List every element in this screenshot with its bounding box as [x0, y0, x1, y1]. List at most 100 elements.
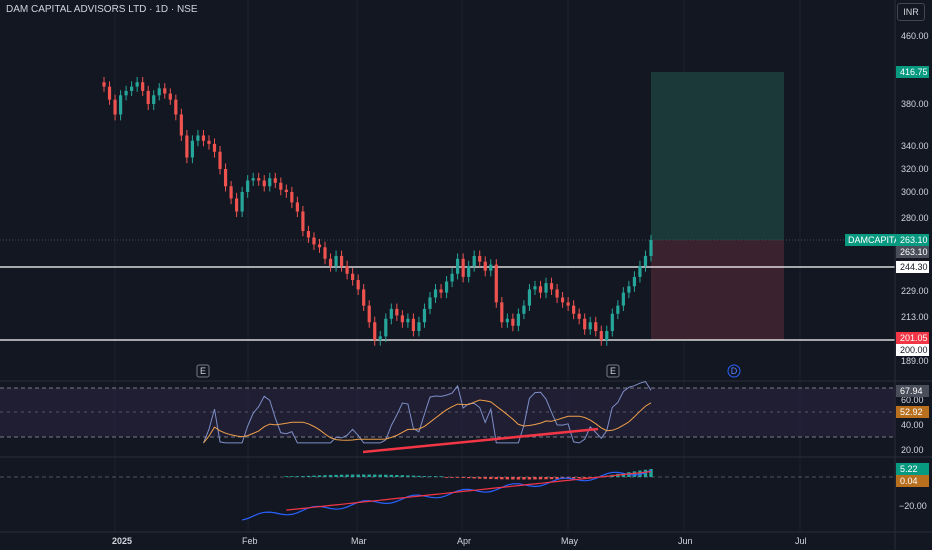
rsi-value-label: 67.94 [900, 386, 923, 396]
macd-histogram-bar [339, 474, 344, 477]
symbol-title[interactable]: DAM CAPITAL ADVISORS LTD · 1D · NSE [6, 4, 198, 15]
candle-body [168, 93, 172, 100]
macd-tick: −20.00 [899, 501, 927, 511]
price-tick: 380.00 [901, 99, 929, 109]
macd-histogram-bar [334, 474, 338, 477]
macd-histogram-bar [378, 474, 382, 477]
candle-body [373, 322, 377, 340]
macd-histogram-bar [511, 477, 515, 480]
macd-histogram-bar [306, 475, 311, 477]
candle-body [107, 86, 112, 100]
candle-body [207, 140, 211, 144]
macd-histogram-bar [571, 477, 576, 479]
support-tag [896, 344, 929, 356]
macd-histogram-bar [395, 475, 399, 477]
macd-histogram-bar [643, 469, 648, 477]
price-axis[interactable]: 460.00 380.00 340.00 320.00 300.00 280.0… [901, 31, 929, 366]
macd-hist-tag [896, 463, 929, 475]
candle-body [527, 289, 532, 306]
macd-histogram-bar [582, 477, 587, 478]
candle-body [334, 255, 338, 266]
macd-histogram-bar [649, 468, 653, 477]
candle-body [544, 283, 548, 293]
macd-histogram-bar [350, 474, 355, 477]
candle-body [538, 286, 543, 293]
time-label: Mar [351, 536, 367, 546]
candle-body [179, 114, 183, 136]
time-axis[interactable]: 2025 Feb Mar Apr May Jun Jul [112, 536, 807, 546]
rsi-ma-label: 52.92 [900, 407, 923, 417]
candle-body [489, 264, 493, 271]
earnings-marker-1[interactable]: E [196, 364, 210, 378]
candle-body [500, 302, 504, 323]
macd-histogram-bar [632, 471, 637, 477]
earnings-marker-2[interactable]: E [606, 364, 620, 378]
candle-body [185, 135, 189, 158]
candle-body [235, 198, 239, 212]
target-price-label: 416.75 [900, 67, 928, 77]
candle-body [257, 178, 261, 181]
macd-histogram-bar [389, 474, 394, 477]
candle-body [328, 258, 333, 266]
macd-histogram-bar [317, 475, 322, 477]
stop-price-label: 201.05 [900, 333, 928, 343]
candle-body [317, 244, 322, 248]
candle-body [494, 264, 498, 303]
macd-histogram-bar [549, 477, 554, 480]
macd-histogram-bar [356, 474, 360, 477]
dividend-marker[interactable]: D [727, 364, 741, 378]
loss-zone[interactable] [651, 240, 784, 340]
candle-body [549, 283, 554, 290]
macd-histogram-bar [461, 477, 465, 478]
time-label: Jun [678, 536, 693, 546]
macd-histogram-bar [478, 477, 482, 479]
rsi-tick: 20.00 [901, 445, 924, 455]
macd-histogram-bar [472, 477, 476, 479]
macd-histogram-bar [439, 476, 443, 477]
candle-body [102, 82, 106, 87]
candle-body [201, 135, 206, 141]
candle-body [467, 265, 471, 277]
symbol-tag-label: DAMCAPITAL [848, 235, 905, 245]
candle-body [279, 182, 283, 190]
currency-button[interactable]: INR [897, 3, 925, 21]
candle-body [301, 211, 305, 232]
candle-body [411, 318, 416, 332]
time-label: May [561, 536, 579, 546]
candle-body [146, 90, 150, 104]
candle-body [196, 135, 200, 141]
macd-histogram-bar [345, 474, 349, 477]
macd-histogram-bar [290, 476, 294, 477]
candle-body [610, 313, 614, 332]
candle-body [212, 143, 217, 152]
candle-body [284, 189, 288, 192]
macd-histogram-bar [417, 475, 421, 477]
last-price-tag [896, 234, 929, 246]
last-price-label: 263.10 [900, 235, 928, 245]
candle-body [124, 90, 128, 96]
macd-histogram-bar [284, 476, 289, 477]
candle-body [572, 305, 576, 314]
divergence-trendline[interactable] [362, 427, 599, 454]
macd-histogram-bar [538, 477, 543, 480]
price-tick: 213.00 [901, 312, 929, 322]
last-price-alt-tag [896, 246, 929, 258]
candle-body [461, 258, 465, 277]
candle-body [638, 265, 642, 277]
candle-body [511, 318, 515, 326]
profit-zone[interactable] [651, 72, 784, 240]
macd-hist-label: 5.22 [900, 464, 918, 474]
candle-body [555, 289, 559, 298]
time-label: Apr [457, 536, 471, 546]
candle-body [312, 237, 316, 245]
price-tick: 460.00 [901, 31, 929, 41]
candle-body [251, 178, 255, 181]
macd-histogram-bar [450, 477, 454, 478]
macd-histogram-bar [544, 477, 548, 480]
macd-histogram-bar [444, 477, 449, 478]
candle-body [433, 289, 438, 298]
macd-histogram-bar [328, 475, 333, 477]
candle-body [218, 151, 222, 169]
candle-body [616, 305, 620, 314]
